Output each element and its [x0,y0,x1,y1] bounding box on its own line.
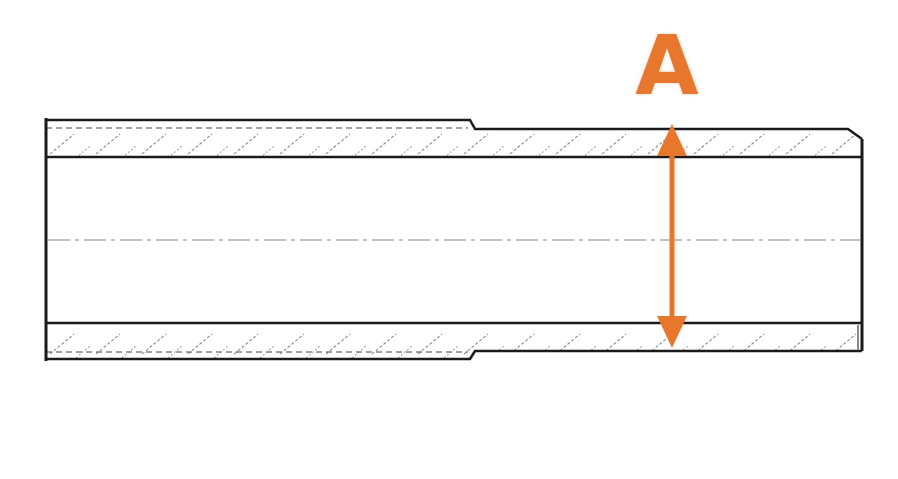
dimension-arrowhead-top [657,124,687,156]
dimension-label-a: A [635,19,699,114]
outer-profile-bottom [46,349,862,361]
upper-wall-hatch [46,120,862,157]
lower-wall-hatch [46,323,862,359]
dimension-arrowhead-bottom [657,316,687,348]
outer-profile-top [46,118,863,140]
